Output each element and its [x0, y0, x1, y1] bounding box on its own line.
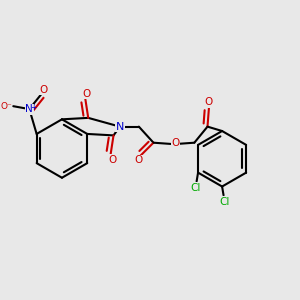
- Text: +: +: [31, 103, 37, 112]
- Text: O: O: [135, 155, 143, 165]
- Text: O: O: [205, 98, 213, 107]
- Text: N: N: [26, 104, 33, 114]
- Text: Cl: Cl: [220, 197, 230, 207]
- Text: O: O: [40, 85, 48, 95]
- Text: O: O: [171, 138, 179, 148]
- Text: N: N: [116, 122, 124, 132]
- Text: O⁻: O⁻: [0, 102, 12, 111]
- Text: O: O: [82, 88, 91, 99]
- Text: Cl: Cl: [190, 183, 200, 193]
- Text: O: O: [108, 154, 116, 165]
